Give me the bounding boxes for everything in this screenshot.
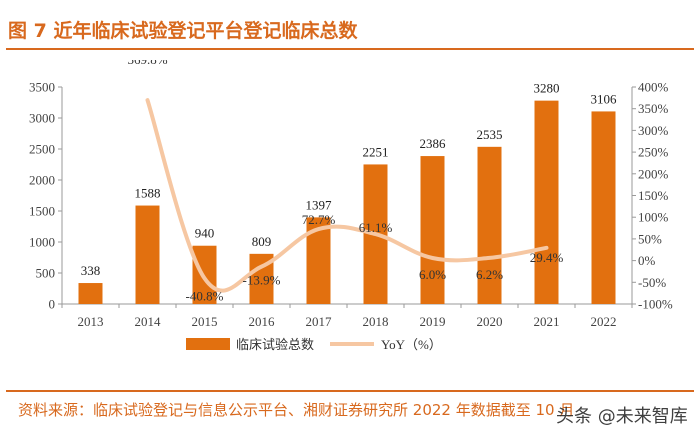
watermark: 头条 @未来智库 xyxy=(556,406,688,427)
x-tick-label: 2015 xyxy=(192,314,218,329)
y-tick-label-left: 500 xyxy=(36,266,56,281)
y-tick-label-right: -100% xyxy=(638,297,673,312)
y-tick-label-left: 1000 xyxy=(29,235,55,250)
x-tick-label: 2019 xyxy=(420,314,446,329)
y-tick-label-left: 3500 xyxy=(29,80,55,95)
source-note: 资料来源：临床试验登记与信息公示平台、湘财证券研究所 2022 年数据截至 10… xyxy=(18,401,575,419)
source-rule xyxy=(6,390,694,392)
bar-label: 3280 xyxy=(534,81,560,96)
y-tick-label-left: 1500 xyxy=(29,204,55,219)
y-tick-label-right: 0% xyxy=(638,253,656,268)
line-label: 29.4% xyxy=(530,250,564,265)
x-tick-label: 2016 xyxy=(249,314,276,329)
line-label: 369.8% xyxy=(127,60,167,67)
bar-2022 xyxy=(591,111,616,304)
y-tick-label-left: 2000 xyxy=(29,173,55,188)
x-tick-label: 2014 xyxy=(135,314,162,329)
x-tick-label: 2017 xyxy=(306,314,333,329)
bar-2020 xyxy=(477,146,502,304)
title-rule xyxy=(6,48,694,50)
chart: 0 500 1000 1500 2000 2500 3000 3500 -100% -50% 0% 5… xyxy=(0,52,700,390)
yoy-line xyxy=(145,98,549,293)
y-tick-label-right: 150% xyxy=(638,188,669,203)
bar-2014 xyxy=(135,205,160,304)
bar-label: 3106 xyxy=(591,91,618,106)
line-label: -40.8% xyxy=(186,288,224,303)
line-label: 72.7% xyxy=(302,212,336,227)
y-tick-label-right: 300% xyxy=(638,123,669,138)
y-tick-label-right: 250% xyxy=(638,145,669,160)
line-label: -13.9% xyxy=(243,273,281,288)
x-tick-label: 2018 xyxy=(363,314,389,329)
bar-2021 xyxy=(534,100,559,304)
x-tick-label: 2020 xyxy=(477,314,503,329)
y-tick-label-left: 3000 xyxy=(29,111,55,126)
bar-2013 xyxy=(78,283,103,304)
y-tick-label-right: 100% xyxy=(638,210,669,225)
legend-line-label: YoY（%） xyxy=(381,337,442,352)
bar-label: 809 xyxy=(252,234,272,249)
legend-bar-swatch xyxy=(186,338,230,350)
bar-label: 940 xyxy=(195,226,215,241)
line-label: 6.2% xyxy=(476,267,503,282)
y-tick-label-right: 350% xyxy=(638,101,669,116)
y-tick-label-right: 200% xyxy=(638,166,669,181)
y-tick-label-right: -50% xyxy=(638,275,666,290)
y-tick-label-left: 2500 xyxy=(29,142,55,157)
bar-label: 1588 xyxy=(135,186,161,201)
line-label: 61.1% xyxy=(359,220,393,235)
bar-label: 338 xyxy=(81,263,101,278)
y-tick-label-right: 50% xyxy=(638,231,662,246)
bar-label: 2535 xyxy=(477,127,503,142)
bar-label: 2386 xyxy=(420,136,447,151)
bar-label: 2251 xyxy=(363,144,389,159)
figure-title: 图 7 近年临床试验登记平台登记临床总数 xyxy=(8,20,358,42)
x-tick-label: 2021 xyxy=(534,314,560,329)
chart-svg: 0 500 1000 1500 2000 2500 3000 3500 -100% -50% 0% 5… xyxy=(29,52,673,352)
x-tick-label: 2022 xyxy=(591,314,617,329)
bar-label: 1397 xyxy=(306,197,333,212)
y-tick-label-left: 0 xyxy=(49,297,56,312)
legend-bar-label: 临床试验总数 xyxy=(236,337,314,352)
x-tick-label: 2013 xyxy=(78,314,104,329)
y-tick-label-right: 400% xyxy=(638,80,669,95)
line-label: 6.0% xyxy=(419,267,446,282)
bar-2019 xyxy=(420,156,445,304)
